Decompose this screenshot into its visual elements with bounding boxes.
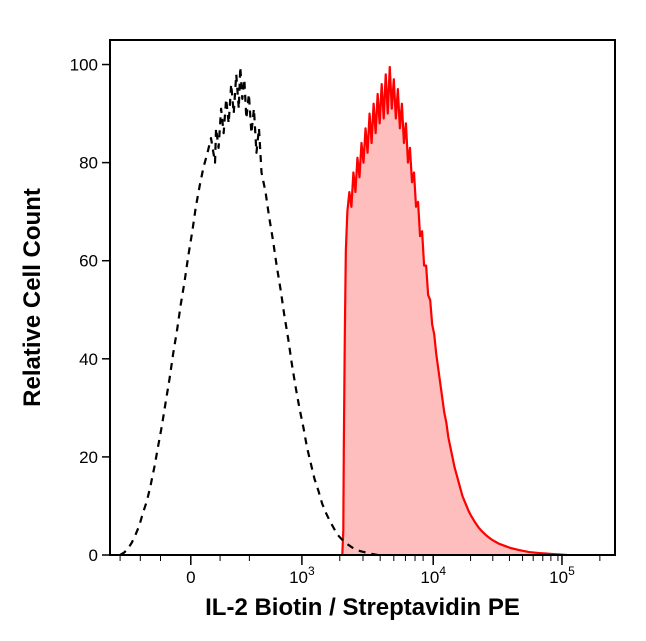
y-tick-label: 80 [79, 154, 98, 173]
x-tick-label: 104 [420, 564, 446, 587]
chart-svg: 0 20 40 60 80 100 0 103 104 105 IL-2 Biotin / Stre… [0, 0, 646, 641]
x-tick-label: 105 [549, 564, 575, 587]
x-tick-label: 103 [289, 564, 315, 587]
flow-cytometry-histogram: 0 20 40 60 80 100 0 103 104 105 IL-2 Biotin / Stre… [0, 0, 646, 641]
x-axis-title: IL-2 Biotin / Streptavidin PE [205, 594, 520, 621]
y-tick-label: 40 [79, 350, 98, 369]
y-tick-label: 100 [70, 56, 98, 75]
y-axis-title: Relative Cell Count [19, 188, 46, 407]
y-tick-label: 0 [89, 546, 98, 565]
y-tick-label: 20 [79, 448, 98, 467]
y-tick-label: 60 [79, 252, 98, 271]
control-histogram-line [120, 67, 378, 555]
stained-histogram-fill [342, 67, 567, 555]
x-tick-label: 0 [186, 568, 195, 587]
